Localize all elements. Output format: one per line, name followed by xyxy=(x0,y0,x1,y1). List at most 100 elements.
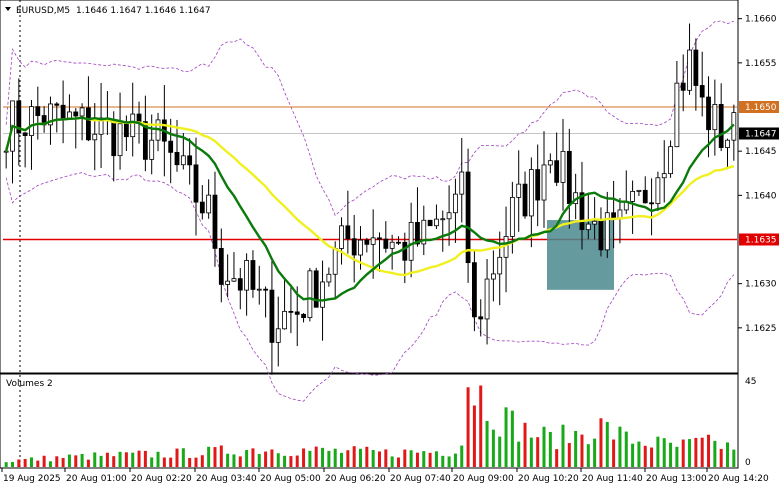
candle-body xyxy=(199,201,205,214)
x-tick-label: 19 Aug 2025 xyxy=(3,474,61,484)
candle-body xyxy=(396,241,401,244)
candle-body xyxy=(60,104,66,119)
dropdown-arrow-icon[interactable] xyxy=(5,7,11,11)
candle-body xyxy=(237,278,243,291)
candle-body xyxy=(256,288,262,291)
volume-bar xyxy=(422,451,426,467)
candle-body xyxy=(3,150,9,153)
y-tick-label: 1.1645 xyxy=(745,147,777,157)
volume-bar xyxy=(67,454,71,467)
volume-bar xyxy=(327,450,331,467)
volume-panel-label: Volumes 2 xyxy=(6,379,53,389)
candle-body xyxy=(339,225,344,249)
candle-body xyxy=(326,273,332,283)
y-tick-label: 1.1625 xyxy=(745,324,777,334)
volume-bar xyxy=(86,459,90,467)
candle-body xyxy=(604,212,610,251)
candle-body xyxy=(111,119,117,157)
candle-body xyxy=(472,262,477,318)
candle-body xyxy=(218,247,224,285)
candle-body xyxy=(22,132,28,136)
bollinger-upper-line xyxy=(5,20,734,217)
x-tick-label: 20 Aug 11:40 xyxy=(582,474,643,484)
candle-body xyxy=(490,273,496,280)
bollinger-lower-line xyxy=(5,172,735,402)
volume-bars xyxy=(4,385,736,467)
candle-body xyxy=(351,238,357,256)
candle-body xyxy=(149,139,155,160)
candle-body xyxy=(680,82,686,91)
fast-ma-line xyxy=(5,116,735,302)
volume-bar xyxy=(131,452,135,467)
volume-bar xyxy=(377,451,381,467)
volume-bar xyxy=(612,439,616,467)
candle-body xyxy=(377,237,382,240)
volume-bar xyxy=(93,452,97,467)
candle-body xyxy=(687,49,692,91)
candle-body xyxy=(459,171,465,195)
volume-bar xyxy=(656,436,660,467)
x-tick-label: 20 Aug 02:20 xyxy=(131,474,192,484)
volume-bar xyxy=(605,421,609,467)
candle-body xyxy=(642,189,648,204)
volume-bar xyxy=(504,407,508,467)
candle-body xyxy=(655,177,661,205)
candle-body xyxy=(358,239,363,256)
volume-bar xyxy=(593,438,597,467)
candle-body xyxy=(421,219,427,245)
candle-body xyxy=(269,289,275,343)
volume-bar xyxy=(662,438,666,467)
volume-bar xyxy=(188,457,192,467)
candle-body xyxy=(389,241,395,249)
candle-body xyxy=(307,270,313,319)
candle-body xyxy=(453,193,458,214)
volume-bar xyxy=(726,442,730,467)
volume-bar xyxy=(517,441,521,467)
volume-bar xyxy=(137,450,141,467)
candle-body xyxy=(231,278,237,282)
candle-body xyxy=(440,218,446,221)
candle-body xyxy=(54,103,60,106)
volume-bar xyxy=(624,431,628,467)
volume-bar xyxy=(700,437,704,467)
volume-bar xyxy=(396,457,400,467)
volume-bar xyxy=(453,453,457,467)
candle-body xyxy=(566,150,572,204)
x-tick-label: 20 Aug 01:00 xyxy=(66,474,127,484)
volume-bar xyxy=(637,441,641,467)
candle-body xyxy=(180,155,186,166)
x-tick-label: 20 Aug 06:20 xyxy=(325,474,386,484)
volume-bar xyxy=(409,450,413,467)
symbol-label: EURUSD,M5 xyxy=(16,6,70,16)
y-tick-label: 1.1660 xyxy=(745,15,777,25)
candle-body xyxy=(509,196,515,237)
volume-bar xyxy=(112,456,116,467)
volume-bar xyxy=(384,449,388,467)
candle-body xyxy=(661,173,667,179)
candle-body xyxy=(29,106,34,136)
candle-body xyxy=(332,248,338,275)
volume-bar xyxy=(359,448,363,467)
candle-body xyxy=(592,220,598,225)
candle-body xyxy=(136,113,142,123)
candle-body xyxy=(535,169,541,201)
candle-body xyxy=(282,310,287,330)
candle-body xyxy=(345,225,351,240)
time-axis: 19 Aug 2025 20 Aug 01:00 20 Aug 02:20 20 Au… xyxy=(1,468,769,484)
volume-bar xyxy=(548,431,552,467)
candles xyxy=(3,23,737,375)
y-tick-label: 1.1630 xyxy=(745,280,777,290)
volume-bar xyxy=(365,446,369,467)
volume-bar xyxy=(257,454,261,467)
volume-bar xyxy=(302,448,306,467)
x-tick-label: 20 Aug 09:00 xyxy=(453,474,514,484)
candle-body xyxy=(117,123,123,157)
candle-body xyxy=(313,270,319,308)
volume-bar xyxy=(542,426,546,467)
candle-body xyxy=(168,140,174,153)
volume-bar xyxy=(162,457,166,467)
volume-bar xyxy=(295,455,299,467)
volume-bar xyxy=(17,459,21,467)
volume-bar xyxy=(466,387,470,467)
candle-body xyxy=(244,260,250,291)
